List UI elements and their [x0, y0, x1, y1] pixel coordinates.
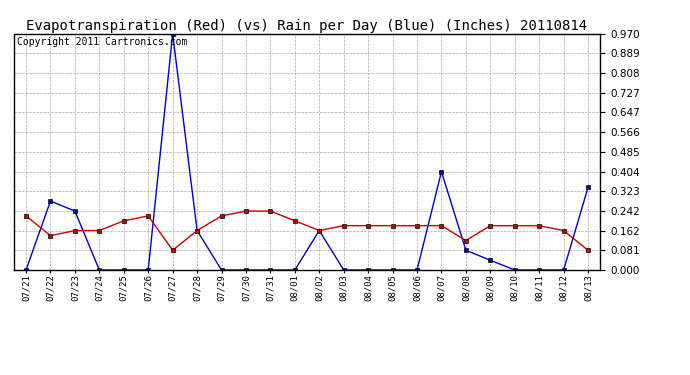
Title: Evapotranspiration (Red) (vs) Rain per Day (Blue) (Inches) 20110814: Evapotranspiration (Red) (vs) Rain per D… [26, 19, 588, 33]
Text: Copyright 2011 Cartronics.com: Copyright 2011 Cartronics.com [17, 37, 187, 47]
